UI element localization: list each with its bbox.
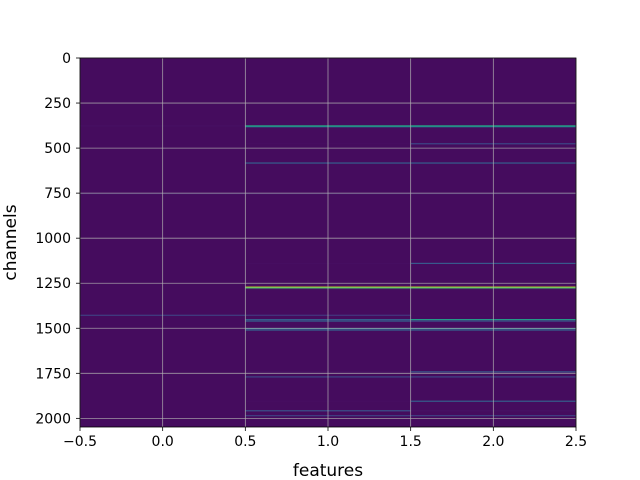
- x-axis-label: features: [293, 461, 363, 480]
- x-tick-label-2: 0.5: [234, 434, 256, 450]
- y-tick-label-8: 2000: [35, 411, 71, 427]
- y-tick-label-4: 1000: [35, 231, 71, 247]
- y-tick-label-5: 1250: [35, 276, 71, 292]
- y-tick-label-2: 500: [44, 141, 71, 157]
- x-tick-label-5: 2.0: [482, 434, 504, 450]
- x-tick-label-4: 1.5: [400, 434, 422, 450]
- y-tick-label-7: 1750: [35, 366, 71, 382]
- y-tick-label-0: 0: [62, 51, 71, 67]
- y-tick-label-6: 1500: [35, 321, 71, 337]
- y-axis-label: channels: [1, 204, 21, 280]
- y-tick-label-3: 750: [44, 186, 71, 202]
- x-tick-label-6: 2.5: [565, 434, 587, 450]
- x-axis: −0.5 0.0 0.5 1.0 1.5 2.0 2.5: [63, 427, 587, 450]
- y-tick-label-1: 250: [44, 96, 71, 112]
- x-tick-label-3: 1.0: [317, 434, 339, 450]
- x-tick-label-0: −0.5: [63, 434, 97, 450]
- y-axis: 0 250 500 750 1000 1250 1500 1750 2000: [35, 51, 80, 427]
- x-tick-label-1: 0.0: [152, 434, 174, 450]
